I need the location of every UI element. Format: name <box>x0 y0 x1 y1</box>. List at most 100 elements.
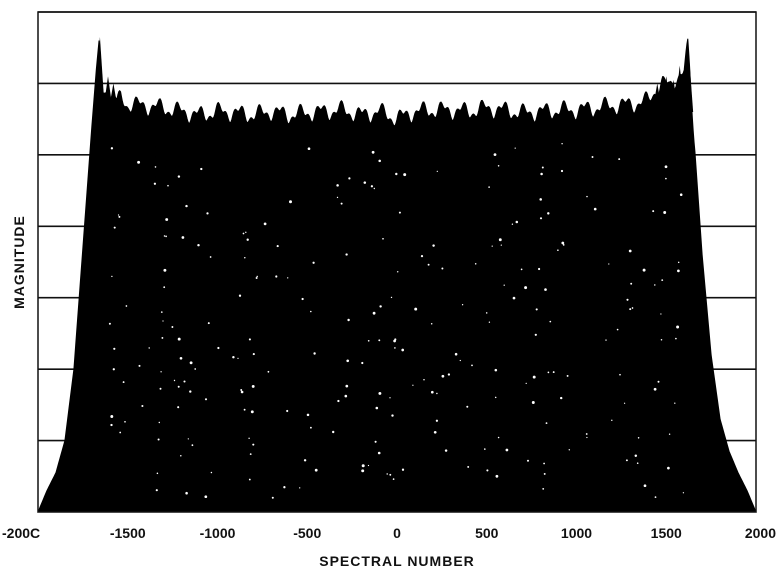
speckle <box>547 212 550 215</box>
speckle <box>310 426 312 429</box>
spectrum-area <box>37 37 757 513</box>
speckle <box>545 422 548 425</box>
speckle <box>605 339 607 341</box>
speckle <box>306 413 310 417</box>
speckle <box>217 346 220 350</box>
speckle <box>611 419 613 422</box>
speckle <box>243 408 246 411</box>
speckle <box>497 436 500 439</box>
speckle <box>390 296 393 299</box>
speckle <box>441 267 444 270</box>
speckle <box>158 421 161 424</box>
speckle <box>372 311 376 315</box>
speckle <box>345 253 348 256</box>
speckle <box>401 468 405 471</box>
speckle <box>275 275 278 278</box>
speckle <box>432 244 435 247</box>
speckle <box>619 373 621 376</box>
speckle <box>667 466 670 470</box>
x-tick-label: 2000 <box>745 525 776 541</box>
speckle <box>534 333 537 336</box>
speckle <box>312 261 315 264</box>
speckle <box>194 368 197 370</box>
speckle <box>430 322 433 325</box>
speckle <box>165 235 167 238</box>
speckle <box>412 384 414 386</box>
speckle <box>488 186 490 188</box>
speckle <box>332 430 335 434</box>
speckle <box>250 410 254 414</box>
speckle <box>252 443 255 446</box>
speckle <box>370 185 374 188</box>
spectrum-peak <box>113 94 124 112</box>
speckle <box>337 399 340 403</box>
speckle <box>154 166 157 168</box>
speckle <box>307 147 311 151</box>
speckle <box>110 423 113 427</box>
speckle <box>423 378 425 381</box>
speckle <box>110 415 114 418</box>
x-tick-label: -500 <box>293 525 321 541</box>
speckle <box>245 231 247 234</box>
speckle <box>346 359 350 363</box>
speckle <box>427 263 430 266</box>
speckle <box>378 339 381 342</box>
speckle <box>414 307 418 311</box>
speckle <box>562 244 565 246</box>
speckle <box>461 304 464 306</box>
speckle <box>485 312 488 314</box>
speckle <box>515 220 519 224</box>
speckle <box>138 364 141 367</box>
speckle <box>543 472 546 475</box>
speckle <box>654 496 657 498</box>
speckle <box>348 177 351 180</box>
x-tick-label: 1500 <box>651 525 682 541</box>
speckle <box>207 322 210 325</box>
speckle <box>660 339 663 341</box>
speckle <box>148 347 150 349</box>
speckle <box>561 241 565 245</box>
speckle <box>541 166 544 169</box>
spectrum-peak <box>652 83 663 112</box>
speckle <box>177 385 180 388</box>
speckle <box>375 406 379 410</box>
speckle <box>543 462 545 465</box>
speckle <box>246 238 249 241</box>
speckle <box>191 444 194 447</box>
speckle <box>177 337 181 341</box>
speckle <box>141 404 144 408</box>
speckle <box>340 202 343 205</box>
speckle <box>660 313 662 315</box>
speckle <box>491 245 493 247</box>
speckle <box>157 438 160 441</box>
speckle <box>185 491 188 495</box>
speckle <box>552 371 555 374</box>
speckle <box>396 271 399 273</box>
speckle <box>626 298 629 301</box>
speckle <box>557 249 559 251</box>
speckle <box>180 454 182 457</box>
speckle <box>200 167 203 171</box>
speckle <box>676 325 680 329</box>
speckle <box>263 222 267 226</box>
speckle <box>441 374 445 378</box>
speckle <box>248 338 251 341</box>
speckle <box>183 380 186 383</box>
speckle <box>420 255 424 258</box>
speckle <box>361 361 364 365</box>
speckle <box>283 486 286 489</box>
speckle <box>110 147 114 150</box>
speckle <box>118 215 121 218</box>
speckle <box>495 474 499 478</box>
speckle <box>568 449 571 451</box>
speckle <box>531 401 535 404</box>
speckle <box>310 310 312 313</box>
speckle <box>497 165 500 167</box>
spectrum-peak <box>674 65 685 112</box>
speckle <box>155 489 158 492</box>
speckle <box>392 478 395 480</box>
speckle <box>209 256 212 258</box>
speckle <box>526 459 530 462</box>
speckle <box>185 204 188 208</box>
speckle <box>336 196 339 199</box>
